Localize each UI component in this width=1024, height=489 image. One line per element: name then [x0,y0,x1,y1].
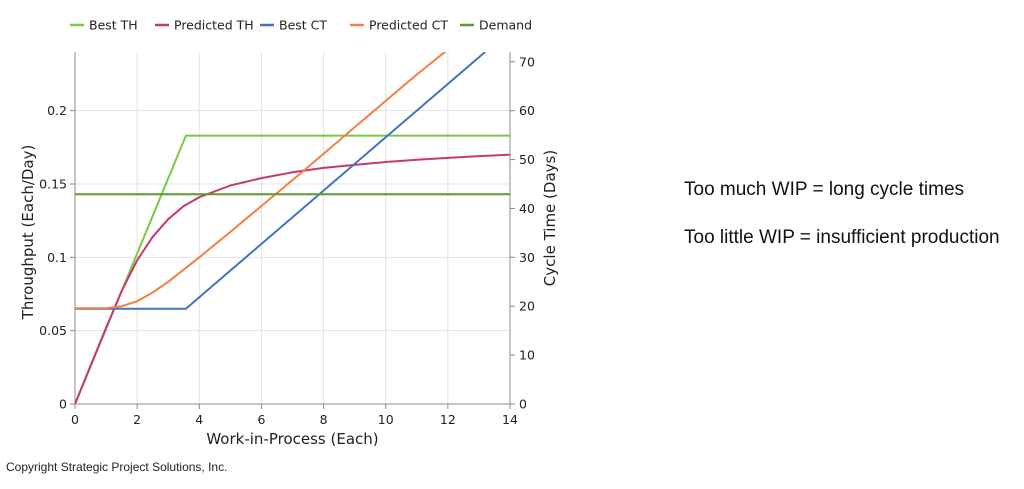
y-tick-label: 0.05 [39,323,67,338]
y2-tick-label: 70 [519,54,535,69]
legend-label: Predicted TH [174,18,254,33]
y2-tick-label: 30 [519,250,535,265]
series-line-predicted-th [75,153,510,404]
x-tick-label: 2 [133,412,141,427]
y2-tick-label: 60 [519,103,535,118]
legend-label: Best CT [279,18,327,33]
series-line-best-ct [75,52,486,310]
copyright-text: Copyright Strategic Project Solutions, I… [6,460,228,474]
x-tick-label: 8 [320,412,328,427]
x-tick-label: 12 [440,412,456,427]
note-too-much-wip: Too much WIP = long cycle times [684,179,965,200]
legend-item-best-ct: Best CT [260,18,327,33]
chart-axes: 0 2 4 6 8 10 12 1400.050.10.150.201020304050607… [39,52,535,427]
y-tick-label: 0 [59,397,67,412]
x-axis-title: Work-in-Process (Each) [206,430,378,448]
y2-tick-label: 0 [519,397,527,412]
legend-item-predicted-ct: Predicted CT [350,18,448,33]
chart-grid [75,52,510,404]
note-too-little-wip: Too little WIP = insufficient production [684,227,1000,248]
y2-axis-title: Cycle Time (Days) [541,150,559,286]
chart-legend: Best TH Predicted TH Best CT Predicted CT De… [70,18,532,33]
chart-series [75,52,510,404]
series-line-predicted-ct [75,52,447,310]
legend-label: Demand [479,18,532,33]
y-tick-label: 0.1 [47,250,67,265]
legend-label: Best TH [89,18,138,33]
legend-item-predicted-th: Predicted TH [155,18,254,33]
legend-label: Predicted CT [369,18,448,33]
y2-tick-label: 40 [519,201,535,216]
y2-tick-label: 10 [519,348,535,363]
y-axis-title: Throughput (Each/Day) [19,145,37,321]
x-tick-label: 10 [378,412,394,427]
x-tick-label: 14 [502,412,518,427]
y-tick-label: 0.15 [39,177,67,192]
legend-item-best-th: Best TH [70,18,138,33]
series-line-best-th [75,134,510,404]
x-tick-label: 4 [195,412,203,427]
y-tick-label: 0.2 [47,103,67,118]
x-tick-label: 0 [71,412,79,427]
y2-tick-label: 20 [519,299,535,314]
legend-item-demand: Demand [460,18,532,33]
y2-tick-label: 50 [519,152,535,167]
x-tick-label: 6 [257,412,265,427]
